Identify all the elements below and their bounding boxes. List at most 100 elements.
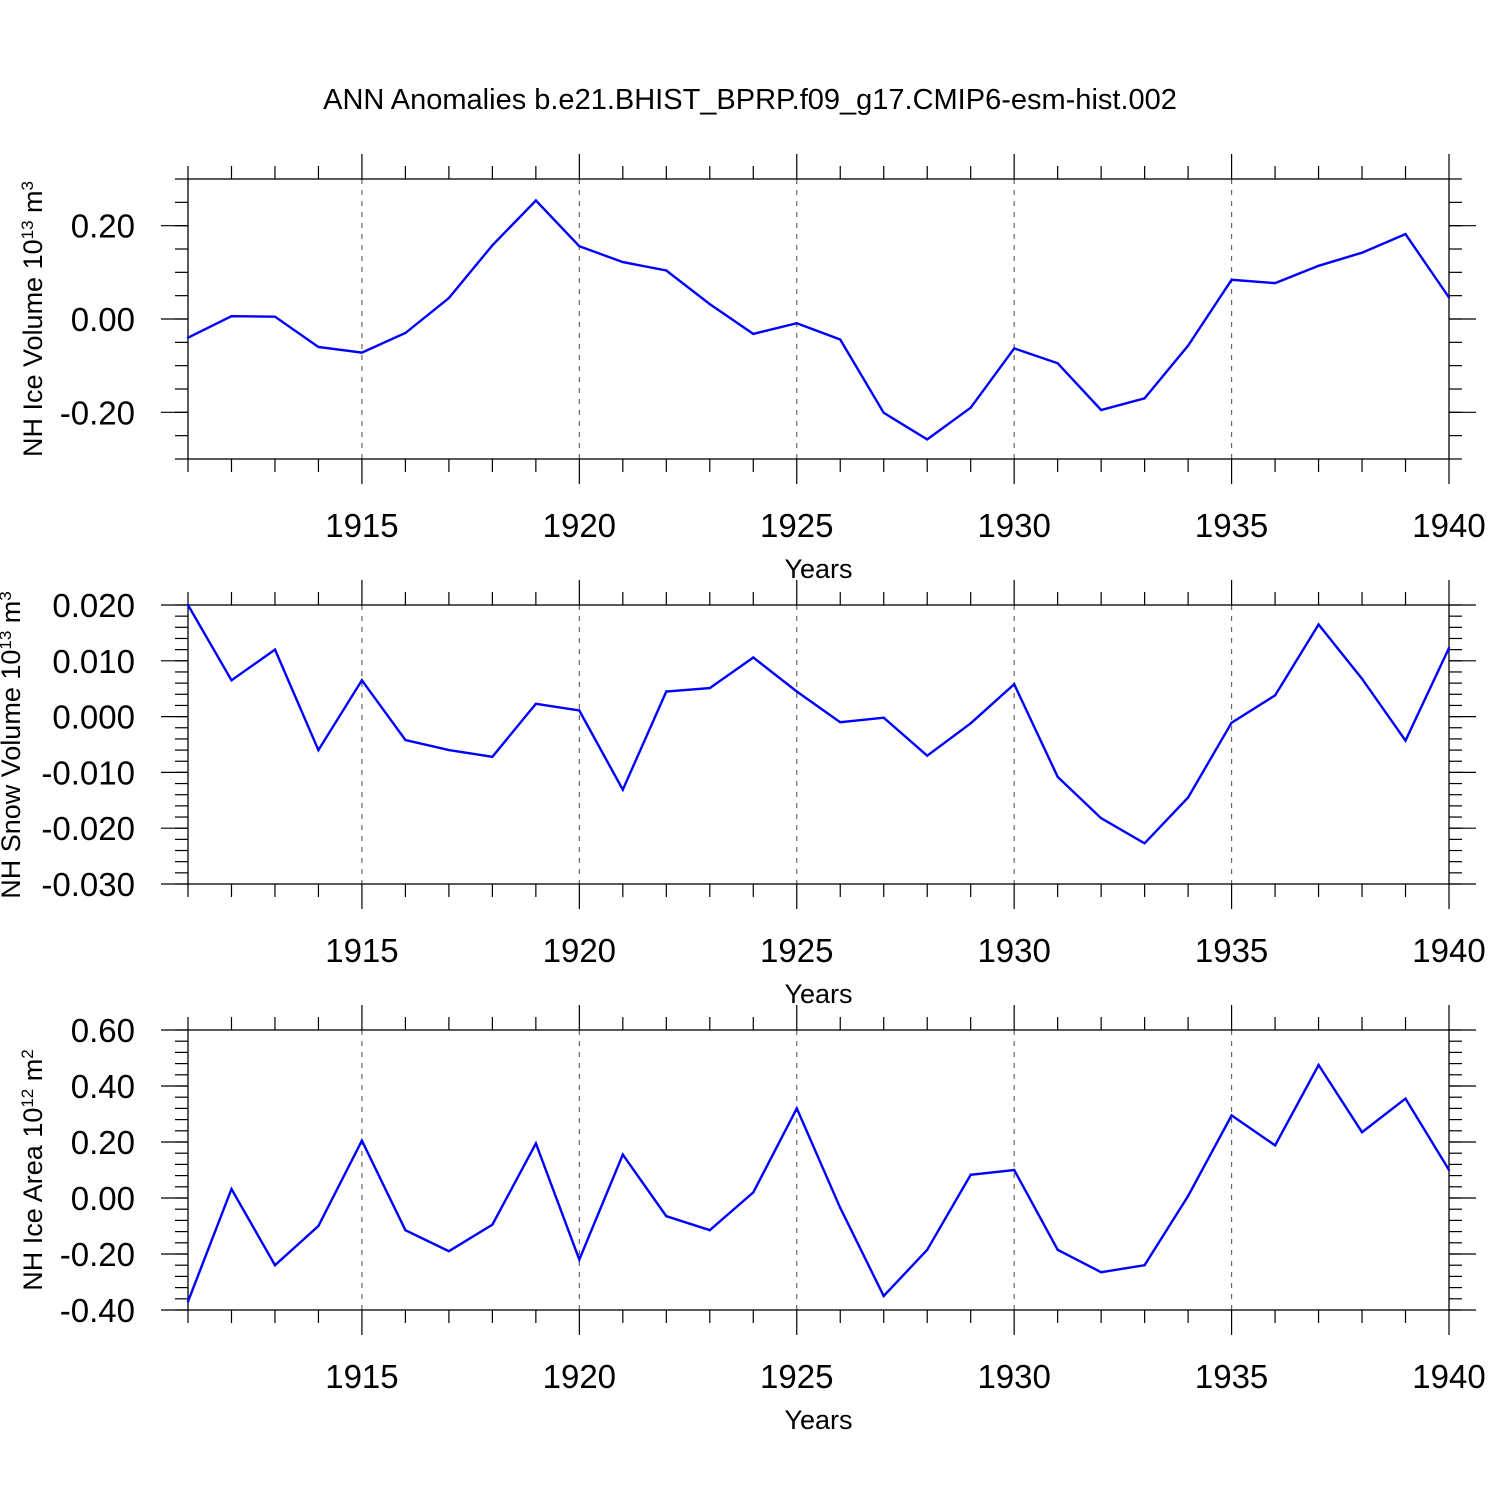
ytick-label: 0.010 bbox=[52, 643, 135, 680]
data-point-nh-ice-area-1925 bbox=[795, 1107, 798, 1110]
data-point-nh-ice-area-1931 bbox=[1056, 1248, 1059, 1252]
data-point-nh-ice-volume-1935 bbox=[1230, 278, 1233, 281]
xtick-label-1935: 1935 bbox=[1195, 1358, 1268, 1395]
xtick-label-1940: 1940 bbox=[1412, 1358, 1485, 1395]
data-point-nh-ice-area-1923 bbox=[708, 1229, 711, 1232]
y-axis-label-text: NH Ice Volume 10 bbox=[18, 239, 48, 457]
y-axis-label-unit: m bbox=[0, 601, 26, 631]
ytick-label: -0.20 bbox=[60, 394, 135, 431]
ytick-label: 0.000 bbox=[52, 699, 135, 736]
y-axis-label-exponent: 13 bbox=[0, 631, 15, 650]
data-point-nh-ice-volume-1916 bbox=[404, 331, 407, 335]
ytick-label: 0.00 bbox=[71, 1180, 135, 1217]
data-point-nh-snow-volume-1932 bbox=[1099, 816, 1103, 820]
data-point-nh-snow-volume-1933 bbox=[1143, 842, 1146, 845]
y-axis-label: NH Ice Area 1012 m2 bbox=[18, 1049, 49, 1290]
panel-nh-snow-volume: -0.030 -0.020 -0.010 0.000 0.010 0.020 1915 192… bbox=[0, 580, 1486, 1009]
data-point-nh-ice-area-1927 bbox=[882, 1294, 885, 1298]
xtick-label-1930: 1930 bbox=[977, 507, 1050, 544]
x-axis-label: Years bbox=[784, 1405, 852, 1435]
y-axis-label-exponent: 12 bbox=[18, 1089, 37, 1108]
data-point-nh-ice-area-1922 bbox=[665, 1215, 668, 1218]
series-line-nh-ice-area bbox=[186, 1062, 1451, 1303]
data-point-nh-ice-volume-1917 bbox=[447, 296, 451, 300]
data-point-nh-ice-volume-1913 bbox=[273, 315, 277, 318]
data-point-nh-snow-volume-1916 bbox=[404, 738, 407, 742]
data-point-nh-ice-area-1933 bbox=[1143, 1264, 1146, 1267]
data-point-nh-snow-volume-1936 bbox=[1273, 694, 1277, 697]
data-point-nh-snow-volume-1911 bbox=[186, 603, 190, 607]
data-point-nh-snow-volume-1922 bbox=[665, 690, 668, 693]
xtick-label-1920: 1920 bbox=[543, 932, 616, 969]
xtick-label-1940: 1940 bbox=[1412, 507, 1485, 544]
data-point-nh-ice-volume-1933 bbox=[1143, 397, 1146, 400]
data-point-nh-ice-volume-1934 bbox=[1186, 344, 1190, 347]
ytick-label: -0.010 bbox=[41, 754, 135, 791]
data-point-nh-snow-volume-1931 bbox=[1056, 775, 1059, 779]
data-point-nh-ice-volume-1932 bbox=[1099, 408, 1103, 412]
ytick-label: 0.60 bbox=[71, 1012, 135, 1049]
figure-title: ANN Anomalies b.e21.BHIST_BPRP.f09_g17.C… bbox=[323, 84, 1177, 116]
y-axis-label: NH Ice Volume 1013 m3 bbox=[18, 181, 49, 457]
data-point-nh-snow-volume-1929 bbox=[969, 722, 972, 725]
data-point-nh-snow-volume-1927 bbox=[882, 716, 885, 719]
xtick-label-1920: 1920 bbox=[543, 1358, 616, 1395]
y-axis-label-exponent: 13 bbox=[18, 220, 37, 239]
data-point-nh-snow-volume-1919 bbox=[534, 702, 538, 705]
data-point-nh-ice-volume-1936 bbox=[1273, 281, 1277, 285]
xtick-label-1935: 1935 bbox=[1195, 507, 1268, 544]
data-point-nh-snow-volume-1915 bbox=[360, 679, 364, 682]
data-point-nh-snow-volume-1925 bbox=[795, 690, 798, 693]
data-point-nh-snow-volume-1924 bbox=[752, 656, 755, 659]
series-line-nh-snow-volume bbox=[186, 604, 1451, 845]
xtick-label-1930: 1930 bbox=[977, 1358, 1050, 1395]
plot-frame bbox=[187, 178, 1450, 460]
data-point-nh-snow-volume-1939 bbox=[1404, 739, 1407, 742]
y-axis-label-unit-exponent: 3 bbox=[18, 181, 37, 190]
data-point-nh-ice-area-1913 bbox=[273, 1264, 277, 1267]
y-axis-label-unit: m bbox=[18, 1059, 48, 1089]
data-point-nh-ice-area-1918 bbox=[491, 1223, 494, 1226]
xtick-label-1935: 1935 bbox=[1195, 932, 1268, 969]
data-point-nh-ice-volume-1927 bbox=[882, 411, 885, 414]
data-point-nh-ice-volume-1923 bbox=[708, 302, 711, 306]
data-point-nh-ice-volume-1911 bbox=[186, 336, 190, 339]
data-point-nh-ice-volume-1930 bbox=[1012, 347, 1016, 350]
xtick-label-1925: 1925 bbox=[760, 932, 833, 969]
data-point-nh-ice-volume-1915 bbox=[360, 351, 364, 354]
data-point-nh-ice-area-1920 bbox=[578, 1258, 581, 1261]
x-axis-label: Years bbox=[784, 554, 852, 584]
data-point-nh-ice-area-1939 bbox=[1404, 1097, 1407, 1100]
data-point-nh-ice-area-1924 bbox=[752, 1191, 755, 1194]
data-point-nh-ice-volume-1926 bbox=[839, 338, 842, 341]
ytick-label: -0.20 bbox=[60, 1236, 135, 1273]
data-point-nh-ice-area-1930 bbox=[1012, 1168, 1016, 1172]
data-point-nh-ice-volume-1939 bbox=[1404, 232, 1407, 236]
xtick-label-1925: 1925 bbox=[760, 507, 833, 544]
data-point-nh-ice-volume-1920 bbox=[578, 245, 581, 248]
data-point-nh-ice-area-1919 bbox=[534, 1142, 538, 1145]
data-point-nh-ice-area-1937 bbox=[1317, 1063, 1320, 1067]
data-point-nh-snow-volume-1917 bbox=[447, 748, 451, 752]
data-point-nh-snow-volume-1920 bbox=[578, 709, 581, 712]
data-point-nh-ice-volume-1929 bbox=[969, 406, 972, 409]
data-point-nh-ice-area-1917 bbox=[447, 1250, 451, 1253]
data-point-nh-snow-volume-1937 bbox=[1317, 623, 1320, 626]
data-point-nh-snow-volume-1912 bbox=[230, 679, 233, 682]
data-point-nh-ice-volume-1924 bbox=[752, 332, 755, 336]
data-point-nh-snow-volume-1935 bbox=[1230, 721, 1233, 724]
xtick-label-1915: 1915 bbox=[325, 1358, 398, 1395]
ytick-label: 0.20 bbox=[71, 208, 135, 245]
data-point-nh-ice-volume-1918 bbox=[491, 244, 494, 247]
xtick-label-1925: 1925 bbox=[760, 1358, 833, 1395]
ytick-label: -0.020 bbox=[41, 810, 135, 847]
data-point-nh-ice-area-1929 bbox=[969, 1173, 972, 1176]
data-point-nh-snow-volume-1928 bbox=[926, 754, 929, 757]
data-point-nh-ice-volume-1925 bbox=[795, 322, 798, 325]
data-point-nh-ice-volume-1940 bbox=[1447, 296, 1451, 299]
data-point-nh-ice-area-1932 bbox=[1099, 1271, 1103, 1274]
y-axis-label-unit-exponent: 2 bbox=[18, 1049, 37, 1058]
series-line-nh-ice-volume bbox=[187, 198, 1450, 441]
y-axis-label-unit: m bbox=[18, 190, 48, 220]
data-point-nh-snow-volume-1914 bbox=[317, 748, 320, 752]
